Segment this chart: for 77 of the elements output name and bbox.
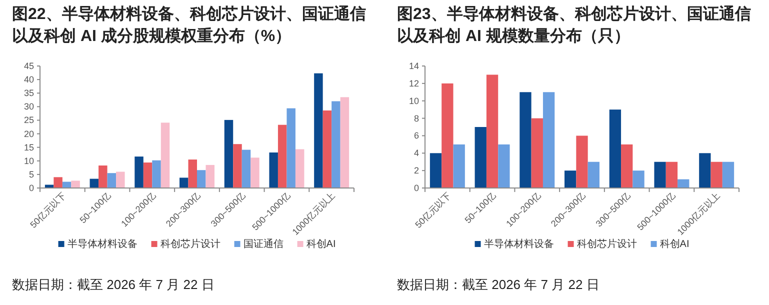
bar — [632, 170, 644, 188]
y-tick-label: 2 — [414, 166, 419, 176]
x-tick-label: 50亿元以下 — [413, 190, 453, 230]
bar — [498, 144, 510, 188]
chart-title: 图23、半导体材料设备、科创芯片设计、国证通信以及科创 AI 规模数量分布（只） — [397, 4, 751, 47]
bar — [54, 177, 62, 188]
bar — [621, 144, 633, 188]
bar — [206, 164, 214, 188]
bar — [116, 172, 125, 188]
bar — [430, 153, 442, 188]
bar — [98, 166, 108, 188]
text: 数据日期：截至 2026 年 7 月 22 日 — [397, 276, 600, 294]
y-tick-label: 10 — [24, 156, 34, 166]
y-tick-label: 5 — [28, 169, 34, 180]
bar — [143, 162, 152, 188]
y-tick-label: 8 — [414, 113, 419, 124]
bar — [233, 144, 242, 188]
y-tick-label: 40 — [24, 74, 34, 85]
bar — [474, 127, 486, 188]
bar — [520, 92, 532, 188]
bar — [486, 74, 498, 188]
bar — [531, 118, 543, 188]
text: 数据日期：截至 2026 年 7 月 22 日 — [12, 276, 214, 294]
chart-title: 图22、半导体材料设备、科创芯片设计、国证通信以及科创 AI 成分股规模权重分布（%） — [12, 4, 366, 47]
bar — [250, 158, 260, 188]
bar — [666, 162, 678, 188]
bar — [588, 162, 600, 188]
x-tick-label: 50亿元以下 — [28, 190, 68, 230]
y-tick-label: 14 — [408, 61, 419, 71]
bar — [442, 83, 454, 188]
bar — [269, 152, 278, 188]
bar — [242, 150, 251, 188]
bar — [654, 162, 666, 188]
y-tick-label: 20 — [24, 128, 34, 139]
bar — [542, 92, 555, 188]
bar — [710, 162, 722, 188]
legend-label: 科创AI — [660, 238, 690, 250]
y-tick-label: 45 — [24, 61, 34, 71]
y-tick-label: 15 — [24, 142, 34, 152]
bar — [278, 124, 287, 188]
y-tick-label: 12 — [408, 78, 419, 88]
bar — [180, 178, 188, 188]
bar — [134, 156, 144, 188]
bar — [722, 162, 734, 188]
legend-label: 半导体材料设备 — [67, 238, 138, 250]
bar — [564, 170, 576, 188]
y-tick-label: 4 — [414, 148, 419, 158]
legend-label: 科创芯片设计 — [160, 238, 220, 250]
bar — [188, 160, 197, 188]
bar — [314, 73, 323, 188]
legend-label: 科创AI — [306, 238, 336, 250]
y-tick-label: 30 — [24, 102, 34, 112]
bar — [576, 136, 588, 188]
bar — [152, 160, 161, 188]
bar — [71, 180, 80, 188]
bar — [322, 110, 332, 188]
bar — [340, 97, 350, 188]
legend-label: 科创芯片设计 — [576, 238, 637, 250]
bar — [453, 144, 465, 188]
bar — [107, 173, 116, 188]
legend-label: 半导体材料设备 — [484, 238, 554, 250]
bar — [609, 110, 622, 188]
bar — [160, 122, 170, 188]
y-tick-label: 6 — [414, 130, 419, 141]
y-tick-label: 10 — [408, 96, 419, 106]
bar — [286, 108, 296, 188]
y-tick-label: 25 — [24, 115, 34, 126]
bar — [678, 179, 690, 188]
bar — [332, 101, 340, 188]
bar — [224, 120, 234, 188]
y-tick-label: 35 — [24, 88, 34, 98]
y-tick-label: 0 — [28, 183, 34, 193]
legend-label: 国证通信 — [243, 238, 284, 250]
bar — [197, 170, 206, 188]
y-tick-label: 0 — [414, 183, 419, 193]
bar — [699, 153, 711, 188]
bar — [295, 149, 304, 188]
